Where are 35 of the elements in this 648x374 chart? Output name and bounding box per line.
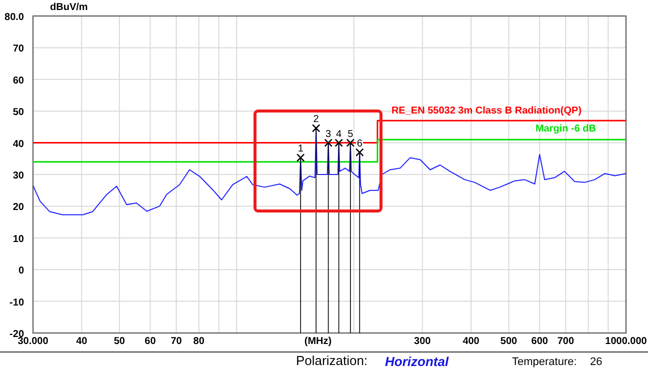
x-tick-label: 40 bbox=[76, 336, 88, 347]
y-tick-label: 70 bbox=[12, 44, 24, 55]
series-label: Margin -6 dB bbox=[535, 124, 596, 135]
annotation: 5 bbox=[348, 128, 354, 140]
x-tick-label: 50 bbox=[114, 336, 126, 347]
y-tick-label: 0 bbox=[18, 266, 24, 277]
y-tick-label: 10 bbox=[12, 234, 24, 245]
x-tick-label: 600 bbox=[531, 336, 548, 347]
y-tick-label: 30 bbox=[12, 170, 24, 182]
annotation: 3 bbox=[326, 128, 332, 140]
y-tick-label: 50 bbox=[12, 107, 24, 118]
y-tick-label: 40 bbox=[12, 138, 24, 150]
y-tick-label: -10 bbox=[10, 297, 24, 308]
x-tick-label: 30.000 bbox=[18, 336, 49, 347]
y-axis-title: dBuV/m bbox=[50, 2, 88, 13]
annotation: 2 bbox=[313, 114, 320, 126]
x-axis-title: (MHz) bbox=[304, 336, 332, 347]
series-label: RE_EN 55032 3m Class B Radiation(QP) bbox=[391, 106, 582, 117]
x-tick-label: 70 bbox=[170, 336, 182, 347]
x-tick-label: 80 bbox=[193, 336, 205, 347]
annotation: 4 bbox=[336, 128, 342, 140]
text: Horizontal bbox=[385, 354, 449, 369]
annotation: 1 bbox=[298, 144, 304, 155]
x-tick-label: 1000.000 bbox=[605, 336, 648, 347]
x-tick-label: 300 bbox=[414, 336, 432, 347]
y-tick-label: 80.0 bbox=[4, 12, 24, 23]
x-tick-label: 400 bbox=[462, 336, 480, 347]
x-tick-label: 60 bbox=[144, 336, 156, 347]
y-tick-label: 20 bbox=[12, 202, 24, 214]
x-tick-label: 500 bbox=[500, 336, 518, 347]
text: 26 bbox=[590, 356, 602, 368]
y-tick-label: 60 bbox=[12, 75, 24, 86]
text: Polarization: bbox=[296, 353, 368, 368]
x-tick-label: 700 bbox=[557, 336, 574, 347]
text: Temperature: bbox=[512, 356, 577, 368]
